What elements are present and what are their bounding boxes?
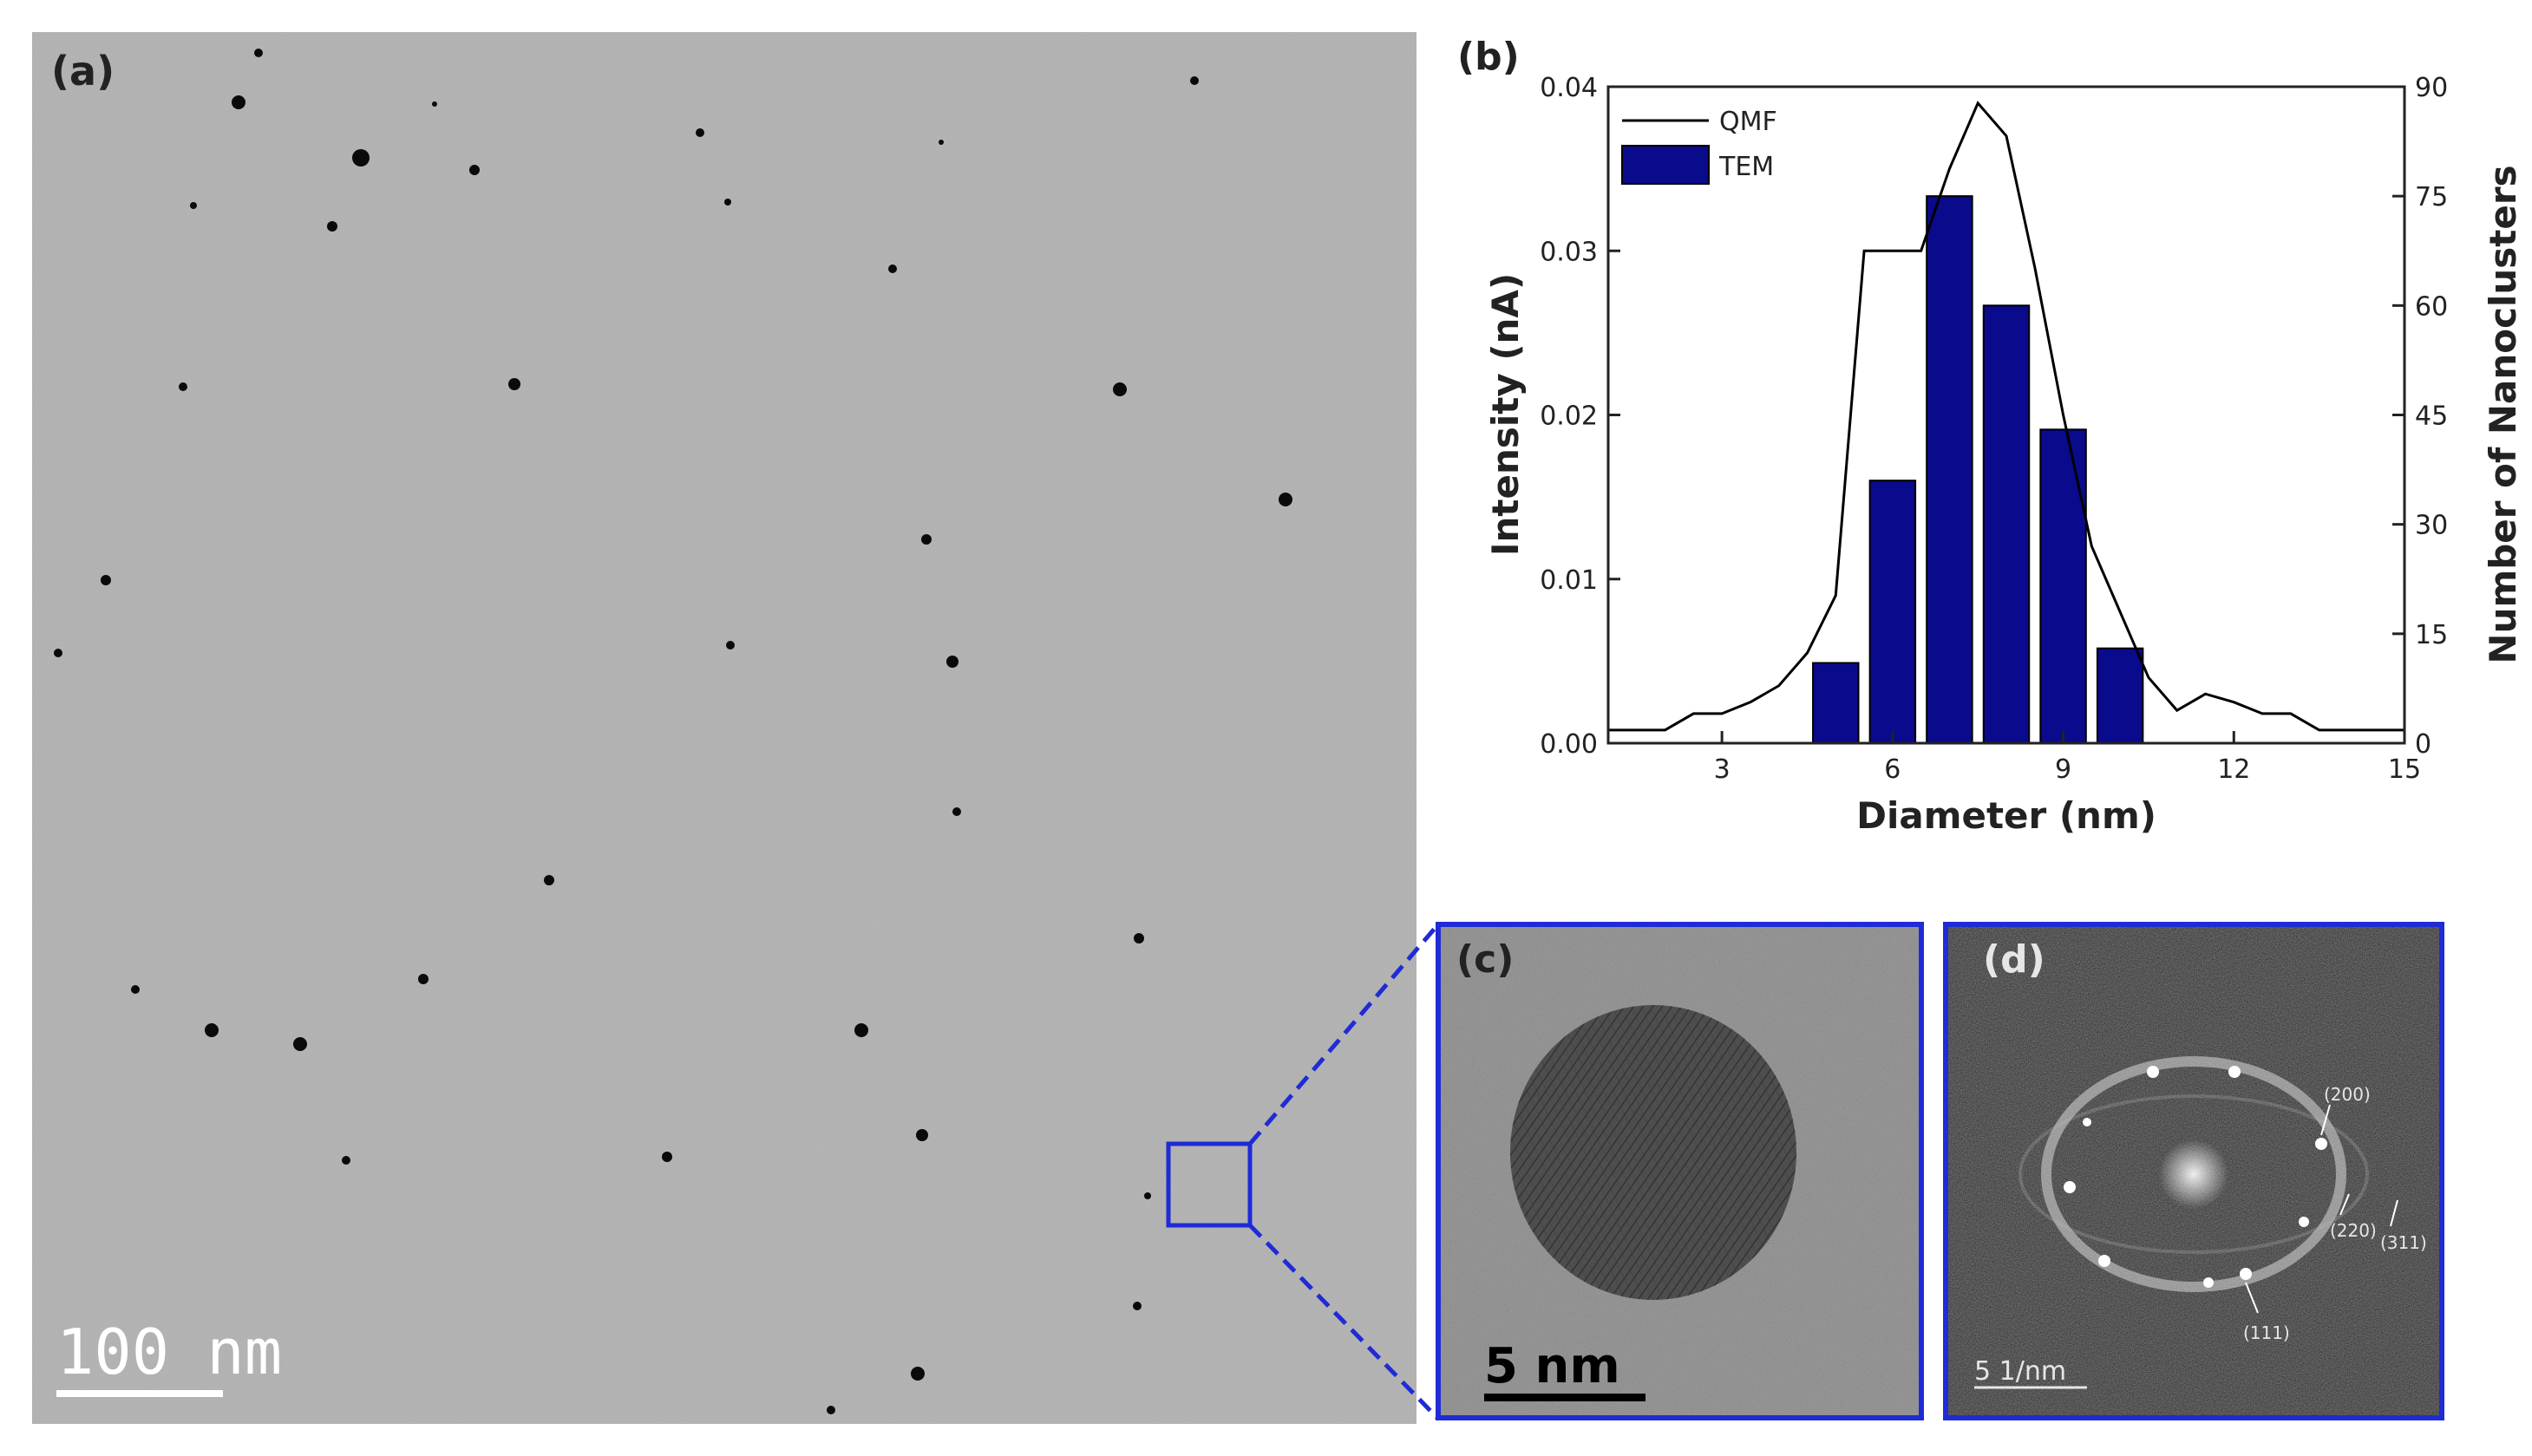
nanoparticle: [254, 49, 263, 57]
annotation-200: (200): [2324, 1084, 2371, 1105]
hrtem-panel: 5 nm (c): [1436, 922, 1924, 1420]
nanoparticle: [352, 149, 370, 166]
nanoparticle: [190, 202, 197, 209]
nanoparticle: [854, 1023, 868, 1037]
nanoparticle: [952, 807, 961, 816]
scale-bar: [56, 1390, 223, 1397]
nanoparticles: [54, 49, 1292, 1414]
y2-tick-label: 0: [2415, 729, 2431, 760]
tem-bar: [1926, 195, 1973, 744]
nanoparticle: [726, 641, 735, 650]
nanoparticle: [888, 264, 897, 273]
fft-image: (200) (220) (311) (111) 5 1/nm (d): [1948, 927, 2439, 1415]
nanoparticle: [1133, 1302, 1142, 1310]
tem-bar: [1812, 662, 1860, 745]
tem-micrograph-panel: (a) 100 nm: [32, 32, 1416, 1424]
x-tick-label: 6: [1884, 754, 1901, 785]
nanoparticle: [293, 1037, 307, 1051]
qmf-line: [1608, 101, 2404, 732]
nanoparticle: [544, 875, 554, 885]
fft-panel: (200) (220) (311) (111) 5 1/nm (d): [1943, 922, 2444, 1420]
chart-svg: 3 6 9 12 150.000.010.020.030.040153045607590…: [1457, 35, 2524, 837]
legend: QMF TEM: [1621, 107, 1777, 185]
nanoparticle: [1144, 1192, 1151, 1199]
nanoparticle: [205, 1023, 219, 1037]
panel-label-d: (d): [1983, 937, 2045, 982]
panel-label-b: (b): [1457, 35, 1520, 79]
nanoparticle: [696, 128, 704, 137]
nanoparticle: [1279, 493, 1292, 506]
panel-label-a: (a): [51, 48, 115, 95]
y2-tick-label: 45: [2415, 402, 2448, 432]
legend-tem-swatch: [1621, 145, 1710, 185]
hrtem-scale-bar: [1484, 1394, 1645, 1401]
nanoparticle: [469, 165, 480, 175]
nanoparticle: [1134, 933, 1144, 943]
nanoparticle: [724, 199, 731, 206]
y-tick-label: 0.04: [1540, 73, 1598, 103]
y-tick-label: 0.02: [1540, 402, 1598, 432]
y2-axis-label: Number of Nanoclusters: [2482, 165, 2524, 663]
scale-bar-label: 100 nm: [56, 1316, 283, 1388]
hrtem-scale-label: 5 nm: [1484, 1338, 1620, 1394]
y2-tick-label: 90: [2415, 73, 2448, 103]
hrtem-image: 5 nm (c): [1441, 927, 1919, 1415]
annotation-111: (111): [2243, 1322, 2290, 1343]
nanoparticle: [131, 985, 140, 994]
nanoparticle: [54, 649, 62, 657]
y-tick-label: 0.00: [1540, 729, 1598, 760]
y2-tick-label: 30: [2415, 511, 2448, 541]
nanoparticle: [327, 221, 337, 232]
y-tick-label: 0.03: [1540, 237, 1598, 267]
central-spot: [2159, 1139, 2228, 1209]
nanoparticle: [432, 101, 437, 107]
y2-tick-label: 75: [2415, 182, 2448, 212]
annotation-220: (220): [2330, 1220, 2377, 1241]
tem-micrograph: [32, 32, 1416, 1424]
nanoparticle: [921, 534, 932, 545]
nanoparticle: [911, 1367, 925, 1381]
nanoparticle: [662, 1152, 672, 1162]
x-tick-label: 3: [1714, 754, 1731, 785]
panel-label-c: (c): [1456, 937, 1514, 982]
nanoparticle: [101, 575, 111, 585]
legend-tem-label: TEM: [1718, 152, 1774, 182]
nanoparticle: [1113, 382, 1127, 396]
tem-bar: [2039, 428, 2087, 744]
nanoparticle: [946, 656, 958, 668]
nanoparticle: [508, 378, 520, 390]
nanoparticle: [1190, 76, 1199, 85]
x-axis-label: Diameter (nm): [1856, 794, 2156, 837]
nanoparticle: [232, 95, 245, 109]
y-axis-label: Intensity (nA): [1484, 273, 1527, 556]
tem-bar: [1982, 304, 2031, 744]
nanoparticle: [827, 1406, 835, 1414]
x-tick-label: 12: [2217, 754, 2250, 785]
nanoparticle: [418, 974, 429, 984]
nanoparticle: [939, 140, 944, 145]
diffraction-ring: [2041, 1056, 2346, 1292]
nanoparticle: [342, 1156, 350, 1165]
tem-bar: [2096, 647, 2144, 745]
tem-bar: [1868, 480, 1917, 744]
x-tick-label: 9: [2055, 754, 2071, 785]
y2-tick-label: 15: [2415, 620, 2448, 650]
y2-tick-label: 60: [2415, 291, 2448, 322]
x-tick-label: 15: [2388, 754, 2421, 785]
legend-qmf-label: QMF: [1719, 107, 1777, 137]
size-distribution-chart: 3 6 9 12 15 0.00 0.01 0.02 0.03 0.04 0 15 30 45 60 75 90…: [1423, 0, 2532, 867]
nanoparticle: [916, 1129, 928, 1141]
y-tick-label: 0.01: [1540, 565, 1598, 596]
zoom-highlight-box: [1166, 1141, 1253, 1228]
fft-scale-label: 5 1/nm: [1974, 1356, 2066, 1387]
annotation-arrows: [2245, 1104, 2398, 1314]
annotation-311: (311): [2380, 1232, 2427, 1253]
nanoparticle: [179, 382, 187, 391]
